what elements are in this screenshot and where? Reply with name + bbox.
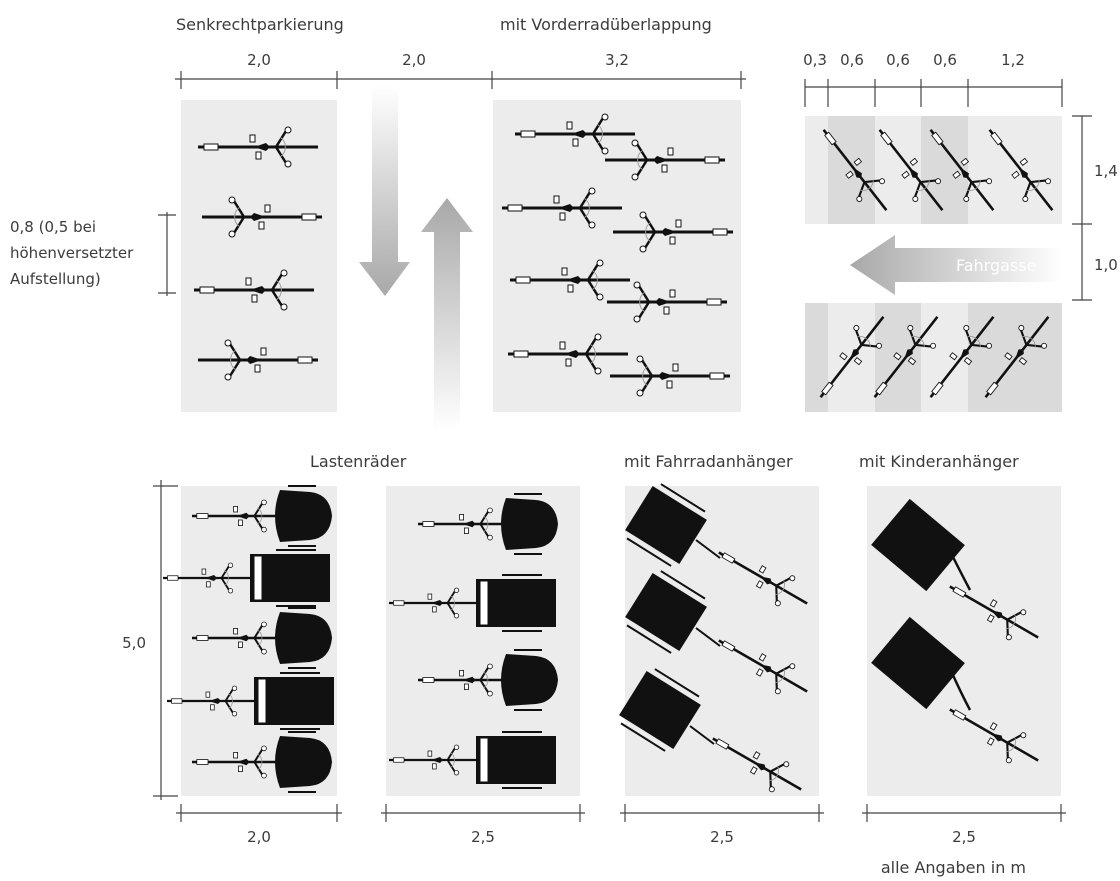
spacing-note-line-2: höhenversetzter bbox=[10, 244, 134, 262]
spacing-note-line-1: 0,8 (0,5 bei bbox=[10, 218, 96, 236]
dim-child-trailer: 2,5 bbox=[952, 828, 976, 846]
heading-perpendicular: Senkrechtparkierung bbox=[176, 15, 344, 34]
heading-bike-trailer: mit Fahrradanhänger bbox=[624, 452, 793, 471]
angled-dims-labels: 0,3 0,6 0,6 0,6 1,2 bbox=[803, 51, 1025, 69]
dim-angled-1: 0,3 bbox=[803, 51, 827, 69]
heading-overlap: mit Vorderradüberlappung bbox=[500, 15, 712, 34]
aisle-arrow bbox=[850, 235, 1062, 295]
dim-angled-4: 0,6 bbox=[933, 51, 957, 69]
dim-angled-3: 0,6 bbox=[886, 51, 910, 69]
dim-cargo-1: 2,0 bbox=[247, 828, 271, 846]
height-dimension bbox=[153, 480, 178, 800]
child-trailers bbox=[871, 498, 1048, 777]
dim-height: 5,0 bbox=[122, 634, 146, 652]
dim-bike-trailer: 2,5 bbox=[710, 828, 734, 846]
spacing-note-line-3: Aufstellung) bbox=[10, 270, 101, 288]
dim-overlap-width: 3,2 bbox=[605, 51, 629, 69]
angled-right-dims bbox=[1072, 115, 1092, 301]
heading-child-trailer: mit Kinderanhänger bbox=[859, 452, 1019, 471]
dim-cargo-2: 2,5 bbox=[471, 828, 495, 846]
arrow-down bbox=[359, 85, 410, 296]
dim-angled-2: 0,6 bbox=[840, 51, 864, 69]
dim-perp-width: 2,0 bbox=[247, 51, 271, 69]
bottom-dimension-lines bbox=[176, 804, 1066, 822]
aisle-label: Fahrgasse bbox=[956, 256, 1036, 275]
angled-dim-line bbox=[804, 79, 1063, 107]
arrow-up bbox=[421, 198, 473, 430]
panel-angled-upper bbox=[805, 116, 1062, 224]
dim-aisle-width: 2,0 bbox=[402, 51, 426, 69]
unit-note: alle Angaben in m bbox=[881, 858, 1026, 877]
dim-angled-depth: 1,4 bbox=[1094, 162, 1118, 180]
bike-trailers bbox=[614, 479, 817, 806]
top-dimension-line bbox=[175, 71, 746, 89]
heading-cargo: Lastenräder bbox=[310, 452, 407, 471]
spacing-dimension bbox=[158, 212, 176, 296]
panel-overlap bbox=[493, 100, 741, 412]
dim-angled-aisle: 1,0 bbox=[1094, 256, 1118, 274]
dim-angled-5: 1,2 bbox=[1001, 51, 1025, 69]
